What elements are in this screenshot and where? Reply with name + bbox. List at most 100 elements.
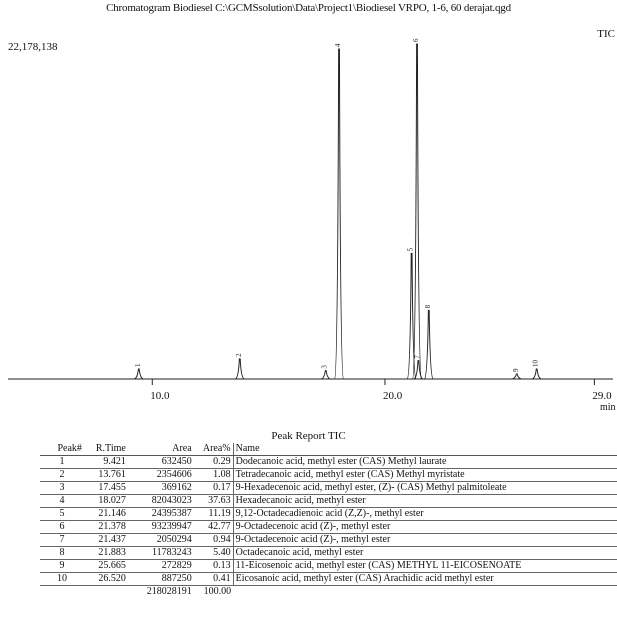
table-total-row: 218028191 100.00 xyxy=(40,585,617,599)
cell-name: Dodecanoic acid, methyl ester (CAS) Meth… xyxy=(232,455,617,469)
cell-peak: 5 xyxy=(40,507,84,521)
cell-area-pct: 42.77 xyxy=(193,520,234,534)
peak-10 xyxy=(532,368,542,380)
peak-traces xyxy=(134,43,542,380)
cell-rtime: 21.883 xyxy=(83,546,128,560)
cell-rtime: 21.146 xyxy=(83,507,128,521)
peak-label-6: 6 xyxy=(412,38,420,42)
peak-label-5: 5 xyxy=(407,247,415,251)
peak-5 xyxy=(406,252,417,380)
cell-peak: 9 xyxy=(40,559,84,573)
cell-area: 369162 xyxy=(127,481,194,495)
cell-area: 2354606 xyxy=(127,468,194,482)
peak-label-3: 3 xyxy=(321,365,329,369)
cell-area: 272829 xyxy=(127,559,194,573)
table-row: 2 13.761 2354606 1.08 Tetradecanoic acid… xyxy=(40,468,617,482)
cell-name: Hexadecanoic acid, methyl ester xyxy=(232,494,617,508)
cell-name: Octadecanoic acid, methyl ester xyxy=(232,546,617,560)
col-area-pct: Area% xyxy=(193,443,234,456)
cell-area: 2050294 xyxy=(127,533,194,547)
cell-peak: 3 xyxy=(40,481,84,495)
cell-area-pct: 0.13 xyxy=(193,559,234,573)
peak-2 xyxy=(235,358,245,380)
table-row: 7 21.437 2050294 0.94 9-Octadecenoic aci… xyxy=(40,533,617,547)
y-max-label: 22,178,138 xyxy=(8,41,58,53)
col-rtime: R.Time xyxy=(83,443,128,456)
cell-name: 9,12-Octadecadienoic acid (Z,Z)-, methyl… xyxy=(232,507,617,521)
cell-area-pct: 0.29 xyxy=(193,455,234,469)
col-name: Name xyxy=(232,443,617,456)
cell-name: 9-Octadecenoic acid (Z)-, methyl ester xyxy=(232,533,617,547)
x-tick-label-1: 20.0 xyxy=(383,390,403,402)
peak-8 xyxy=(423,309,434,380)
table-row: 9 25.665 272829 0.13 11-Eicosenoic acid,… xyxy=(40,559,617,573)
cell-rtime: 13.761 xyxy=(83,468,128,482)
x-tick-label-2: 29.0 xyxy=(592,390,612,402)
table-row: 6 21.378 93239947 42.77 9-Octadecenoic a… xyxy=(40,520,617,534)
cell-area-pct: 1.08 xyxy=(193,468,234,482)
x-tick-label-0: 10.0 xyxy=(150,390,170,402)
peak-labels: 1 2 3 4 5 6 7 8 9 10 xyxy=(134,38,540,372)
cell-area-pct: 0.41 xyxy=(193,572,234,586)
peak-9 xyxy=(512,373,522,380)
cell-rtime: 21.437 xyxy=(83,533,128,547)
cell-rtime: 26.520 xyxy=(83,572,128,586)
cell-empty xyxy=(84,586,128,599)
cell-empty xyxy=(40,586,84,599)
cell-peak: 7 xyxy=(40,533,84,547)
cell-rtime: 17.455 xyxy=(83,481,128,495)
chromatogram-plot: 10.0 20.0 29.0 1 2 3 4 5 6 7 8 9 10 min xyxy=(8,38,616,413)
cell-peak: 10 xyxy=(40,572,84,586)
col-area: Area xyxy=(127,443,194,456)
cell-peak: 4 xyxy=(40,494,84,508)
peak-1 xyxy=(134,368,144,380)
cell-peak: 6 xyxy=(40,520,84,534)
total-area: 218028191 xyxy=(127,585,194,598)
peak-label-1: 1 xyxy=(134,363,142,367)
cell-area: 887250 xyxy=(127,572,194,586)
cell-area: 82043023 xyxy=(127,494,194,508)
x-axis-ticks: 10.0 20.0 29.0 xyxy=(150,379,612,402)
peak-label-2: 2 xyxy=(235,353,243,357)
cell-area: 93239947 xyxy=(127,520,194,534)
peak-label-9: 9 xyxy=(512,368,520,372)
table-row: 8 21.883 11783243 5.40 Octadecanoic acid… xyxy=(40,546,617,560)
cell-area-pct: 37.63 xyxy=(193,494,234,508)
table-header-row: Peak# R.Time Area Area% Name xyxy=(40,443,617,456)
table-row: 3 17.455 369162 0.17 9-Hexadecenoic acid… xyxy=(40,481,617,495)
cell-peak: 8 xyxy=(40,546,84,560)
peak-6 xyxy=(412,43,422,380)
col-peak: Peak# xyxy=(40,443,84,456)
cell-name: 9-Octadecenoic acid (Z)-, methyl ester xyxy=(232,520,617,534)
x-axis-unit: min xyxy=(600,402,616,413)
cell-area-pct: 0.17 xyxy=(193,481,234,495)
cell-empty xyxy=(233,586,617,599)
cell-name: 11-Eicosenoic acid, methyl ester (CAS) M… xyxy=(232,559,617,573)
cell-area-pct: 0.94 xyxy=(193,533,234,547)
cell-name: Eicosanoic acid, methyl ester (CAS) Arac… xyxy=(232,572,617,586)
cell-name: Tetradecanoic acid, methyl ester (CAS) M… xyxy=(232,468,617,482)
cell-peak: 2 xyxy=(40,468,84,482)
peak-report-title: Peak Report TIC xyxy=(271,430,346,442)
peak-label-8: 8 xyxy=(424,304,432,308)
cell-area: 11783243 xyxy=(127,546,194,560)
peak-label-7: 7 xyxy=(413,355,421,359)
total-area-pct: 100.00 xyxy=(193,585,234,598)
cell-peak: 1 xyxy=(40,455,84,469)
peak-report-table: Peak# R.Time Area Area% Name 1 9.421 632… xyxy=(40,443,617,598)
peak-label-10: 10 xyxy=(532,359,540,367)
cell-name: 9-Hexadecenoic acid, methyl ester, (Z)- … xyxy=(232,481,617,495)
peak-3 xyxy=(321,370,331,380)
cell-rtime: 18.027 xyxy=(83,494,128,508)
cell-area-pct: 5.40 xyxy=(193,546,234,560)
table-row: 4 18.027 82043023 37.63 Hexadecanoic aci… xyxy=(40,494,617,508)
table-row: 1 9.421 632450 0.29 Dodecanoic acid, met… xyxy=(40,455,617,469)
peak-label-4: 4 xyxy=(334,43,342,47)
table-row: 10 26.520 887250 0.41 Eicosanoic acid, m… xyxy=(40,572,617,586)
peak-7 xyxy=(413,360,424,380)
cell-area: 24395387 xyxy=(127,507,194,521)
chart-title: Chromatogram Biodiesel C:\GCMSsolution\D… xyxy=(106,2,511,14)
cell-rtime: 9.421 xyxy=(83,455,128,469)
cell-rtime: 25.665 xyxy=(83,559,128,573)
cell-rtime: 21.378 xyxy=(83,520,128,534)
